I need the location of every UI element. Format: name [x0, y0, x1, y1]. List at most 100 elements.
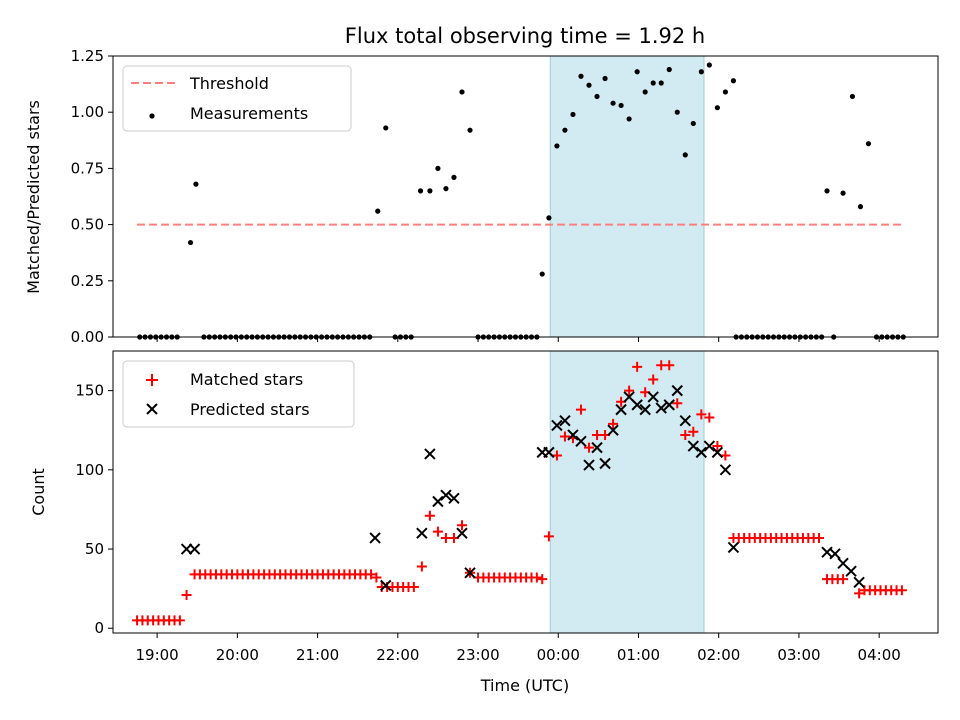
predicted-star-point	[369, 532, 381, 544]
measurement-point	[642, 89, 648, 95]
x-tick-label: 01:00	[617, 646, 660, 664]
matched-star-point	[688, 426, 699, 437]
predicted-star-point	[655, 402, 667, 414]
bottom-y-tick-label: 150	[75, 382, 104, 400]
measurement-point	[650, 80, 656, 86]
matched-star-point	[366, 569, 377, 580]
predicted-star-point	[567, 429, 579, 441]
top-x-ticks	[156, 337, 880, 342]
x-tick-label: 03:00	[777, 646, 820, 664]
matched-star-point	[432, 526, 443, 537]
top-legend: Threshold Measurements	[122, 65, 352, 132]
matched-star-point	[712, 441, 723, 452]
matched-star-point	[896, 585, 907, 596]
top-y-tick-label: 0.50	[71, 216, 104, 234]
matched-star-point	[424, 510, 435, 521]
matched-star-point	[672, 398, 683, 409]
observing-window-top	[549, 55, 705, 338]
measurement-point	[849, 93, 856, 100]
measurement-point	[865, 141, 872, 147]
bottom-legend: Matched stars Predicted stars	[122, 360, 355, 428]
top-y-tick-label: 1.25	[71, 47, 104, 65]
x-tick-label: 00:00	[537, 646, 580, 664]
top-legend-box	[122, 65, 352, 132]
measurement-point	[562, 127, 568, 133]
top-y-axis-label: Matched/Predicted stars	[24, 100, 43, 294]
measurement-point	[840, 190, 846, 196]
predicted-star-point	[432, 495, 444, 508]
predicted-star-point	[575, 435, 587, 448]
measurement-point	[375, 208, 381, 214]
measurement-point	[187, 239, 194, 246]
matched-legend-swatch	[146, 374, 158, 386]
predicted-star-point	[380, 579, 392, 592]
matched-star-point	[680, 429, 691, 440]
measurement-point	[730, 78, 737, 84]
x-tick-label: 20:00	[216, 646, 259, 664]
predicted-legend-swatch	[146, 403, 158, 415]
measurement-point	[698, 69, 704, 75]
measurement-point	[578, 73, 584, 79]
matched-star-point	[575, 404, 586, 415]
bottom-y-axis-label: Count	[29, 468, 48, 516]
predicted-star-point	[711, 446, 724, 459]
predicted-star-point	[727, 541, 740, 554]
count-points	[132, 360, 907, 626]
top-y-tick-label: 0.25	[71, 272, 104, 290]
predicted-star-point	[448, 492, 460, 505]
x-tick-label: 19:00	[136, 646, 179, 664]
predicted-star-point	[719, 464, 732, 476]
predicted-star-point	[559, 415, 571, 427]
predicted-star-point	[853, 576, 865, 589]
matched-star-point	[854, 588, 865, 599]
predicted-star-point	[695, 446, 708, 459]
measurement-point	[546, 215, 552, 221]
measurement-point	[610, 100, 616, 106]
matched-star-point	[720, 450, 731, 461]
predicted-star-point	[416, 527, 428, 539]
predicted-star-point	[551, 419, 563, 432]
bottom-y-tick-label: 50	[85, 540, 104, 558]
x-tick-label: 21:00	[296, 646, 339, 664]
measurement-point	[674, 109, 680, 115]
predicted-star-point	[607, 424, 619, 436]
measurement-point	[706, 62, 712, 68]
predicted-star-point	[615, 403, 627, 416]
predicted-star-point	[647, 391, 659, 403]
matched-star-point	[416, 561, 427, 572]
measurement-point	[618, 102, 624, 109]
measurement-point	[666, 66, 672, 73]
predicted-star-point	[679, 415, 691, 427]
matched-star-point	[838, 574, 849, 585]
measurement-point	[467, 127, 473, 133]
predicted-star-point	[424, 448, 436, 460]
matched-star-point	[813, 532, 824, 543]
predicted-star-point	[663, 399, 675, 411]
measurement-point	[459, 89, 465, 95]
measurement-point	[602, 75, 608, 82]
x-tick-label: 23:00	[456, 646, 499, 664]
count-panel: 0 50 100 150 19:00 20:00 21:00 22:00 23:00 00:00…	[29, 350, 939, 695]
measurement-point	[570, 111, 576, 118]
measurement-point	[554, 143, 560, 149]
predicted-star-point	[687, 440, 700, 452]
predicted-star-point	[188, 543, 201, 555]
measurement-point	[634, 69, 640, 75]
matched-star-point	[624, 385, 635, 396]
measurement-point	[626, 116, 632, 122]
top-y-tick-label: 0.00	[71, 328, 104, 346]
measurement-point	[443, 186, 449, 192]
matched-star-point	[648, 374, 659, 385]
matched-star-point	[696, 409, 707, 420]
measurement-point	[722, 89, 728, 95]
predicted-star-point	[639, 403, 651, 416]
matched-star-point	[584, 442, 595, 453]
matched-star-point	[174, 615, 185, 626]
bottom-y-axis: 0 50 100 150	[75, 382, 113, 637]
threshold-legend-label: Threshold	[189, 74, 269, 93]
x-tick-label: 02:00	[697, 646, 740, 664]
matched-star-point	[608, 418, 619, 429]
predicted-star-point	[456, 527, 468, 539]
matched-star-point	[537, 574, 548, 585]
